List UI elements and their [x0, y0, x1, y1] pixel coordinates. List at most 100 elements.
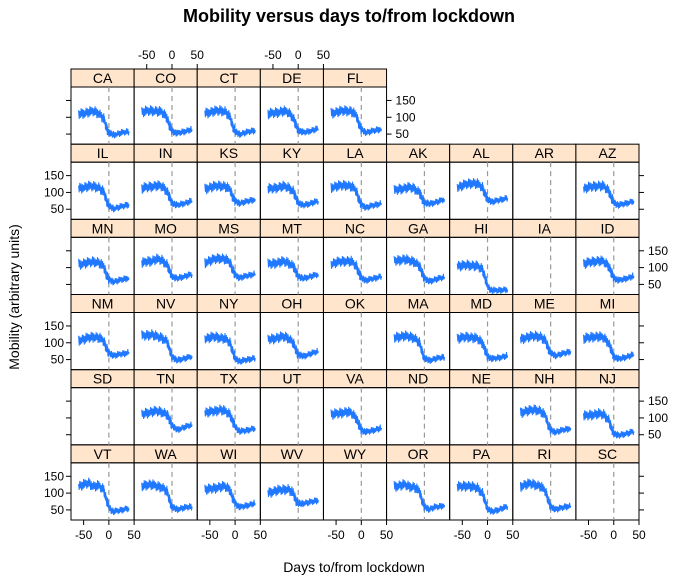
- series-line-in: [141, 180, 193, 209]
- strip-label-or: OR: [408, 446, 429, 462]
- panel-nm: NM 50 100 150: [44, 294, 135, 371]
- panel-va: VA: [322, 369, 388, 446]
- x-tick-label: 0: [610, 528, 617, 542]
- series-line-or: [393, 479, 446, 513]
- y-tick-label: 100: [44, 185, 64, 199]
- series-line-fl: [330, 105, 382, 136]
- series-line-mo: [141, 253, 193, 282]
- x-tick-label: -50: [264, 48, 282, 62]
- x-tick-label: 0: [295, 48, 302, 62]
- strip-label-mo: MO: [154, 220, 177, 236]
- series-line-az: [583, 180, 635, 209]
- strip-label-md: MD: [470, 296, 492, 312]
- series-line-de: [267, 105, 319, 136]
- panel-frame: [575, 161, 640, 220]
- series-line-va: [330, 406, 382, 436]
- x-tick-label: 50: [380, 528, 394, 542]
- strip-label-id: ID: [600, 220, 614, 236]
- panel-in: IN: [133, 143, 198, 220]
- panel-wa: WA: [133, 444, 198, 521]
- y-tick-label: 150: [44, 469, 64, 483]
- series-line-nv: [141, 329, 193, 364]
- strip-label-nc: NC: [345, 220, 365, 236]
- strip-label-ak: AK: [409, 145, 428, 161]
- series-line-md: [456, 331, 509, 363]
- panel-frame: [575, 312, 640, 371]
- strip-label-ri: RI: [537, 446, 551, 462]
- panel-nj: NJ 50 100 150: [575, 369, 668, 446]
- x-axis-label: Days to/from lockdown: [283, 559, 425, 575]
- panel-ak: AK: [386, 143, 451, 220]
- panel-de: DE-50 0 50: [259, 48, 330, 145]
- y-tick-label: 50: [51, 353, 65, 367]
- y-tick-label: 100: [396, 110, 416, 124]
- panel-ne: NE: [449, 369, 514, 446]
- strip-label-hi: HI: [474, 220, 488, 236]
- panel-frame: [575, 236, 640, 295]
- panel-pa: PA -50 0 50: [449, 444, 520, 542]
- panel-mi: MI: [575, 294, 644, 371]
- panel-wi: WI -50 0 50: [196, 444, 267, 542]
- strip-label-ny: NY: [219, 296, 239, 312]
- panel-id: ID 50 100 150: [575, 218, 668, 295]
- strip-label-va: VA: [346, 371, 364, 387]
- strip-label-nm: NM: [92, 296, 114, 312]
- strip-label-ca: CA: [93, 70, 113, 86]
- strip-label-nh: NH: [534, 371, 554, 387]
- panel-or: OR: [386, 444, 451, 521]
- strip-label-ks: KS: [219, 145, 238, 161]
- series-line-nj: [583, 408, 635, 439]
- y-tick-label: 100: [44, 486, 64, 500]
- strip-label-ky: KY: [283, 145, 302, 161]
- series-line-co: [141, 105, 193, 137]
- panel-frame: [322, 86, 388, 145]
- y-tick-label: 150: [648, 394, 668, 408]
- panel-mt: MT: [259, 218, 324, 295]
- x-tick-label: 0: [106, 528, 113, 542]
- x-tick-label: 0: [484, 528, 491, 542]
- strip-label-al: AL: [473, 145, 490, 161]
- strip-label-tn: TN: [156, 371, 175, 387]
- strip-label-ct: CT: [219, 70, 238, 86]
- panel-frame: [322, 462, 388, 521]
- strip-label-nv: NV: [156, 296, 176, 312]
- y-tick-label: 150: [648, 244, 668, 258]
- strip-label-nj: NJ: [599, 371, 616, 387]
- y-tick-label: 50: [648, 277, 662, 291]
- x-tick-label: -50: [454, 528, 472, 542]
- panel-grid: VT -50 0 50 50 100 150 WA WI -50 0 50 WV WY -50 0 50 OR PA…: [44, 48, 668, 542]
- panel-sc: SC -50 0 50: [575, 444, 646, 542]
- panel-nh: NH: [512, 369, 577, 446]
- series-line-ma: [393, 330, 446, 364]
- strip-label-tx: TX: [220, 371, 239, 387]
- series-line-il: [78, 180, 130, 213]
- series-line-ks: [204, 180, 256, 207]
- strip-label-ia: IA: [538, 220, 552, 236]
- chart-title: Mobility versus days to/from lockdown: [183, 6, 515, 26]
- y-tick-label: 50: [396, 127, 410, 141]
- x-tick-label: -50: [201, 528, 219, 542]
- panel-il: IL 50 100 150: [44, 143, 135, 220]
- panel-mn: MN: [66, 218, 135, 295]
- x-tick-label: 0: [232, 528, 239, 542]
- panel-vt: VT -50 0 50 50 100 150: [44, 444, 141, 542]
- panel-nd: ND: [386, 369, 451, 446]
- strip-label-oh: OH: [281, 296, 302, 312]
- strip-label-az: AZ: [598, 145, 616, 161]
- y-tick-label: 50: [648, 428, 662, 442]
- panel-al: AL: [449, 143, 514, 220]
- series-line-nh: [519, 404, 572, 436]
- panel-ct: CT: [196, 68, 261, 145]
- panel-ut: UT: [259, 369, 324, 446]
- y-tick-label: 150: [396, 93, 416, 107]
- strip-label-sd: SD: [93, 371, 112, 387]
- panel-sd: SD: [66, 369, 135, 446]
- strip-label-sc: SC: [598, 446, 617, 462]
- x-tick-label: -50: [138, 48, 156, 62]
- panel-md: MD: [449, 294, 514, 371]
- strip-label-de: DE: [282, 70, 301, 86]
- series-line-tx: [204, 404, 256, 435]
- series-line-ny: [204, 331, 256, 365]
- y-tick-label: 100: [648, 261, 668, 275]
